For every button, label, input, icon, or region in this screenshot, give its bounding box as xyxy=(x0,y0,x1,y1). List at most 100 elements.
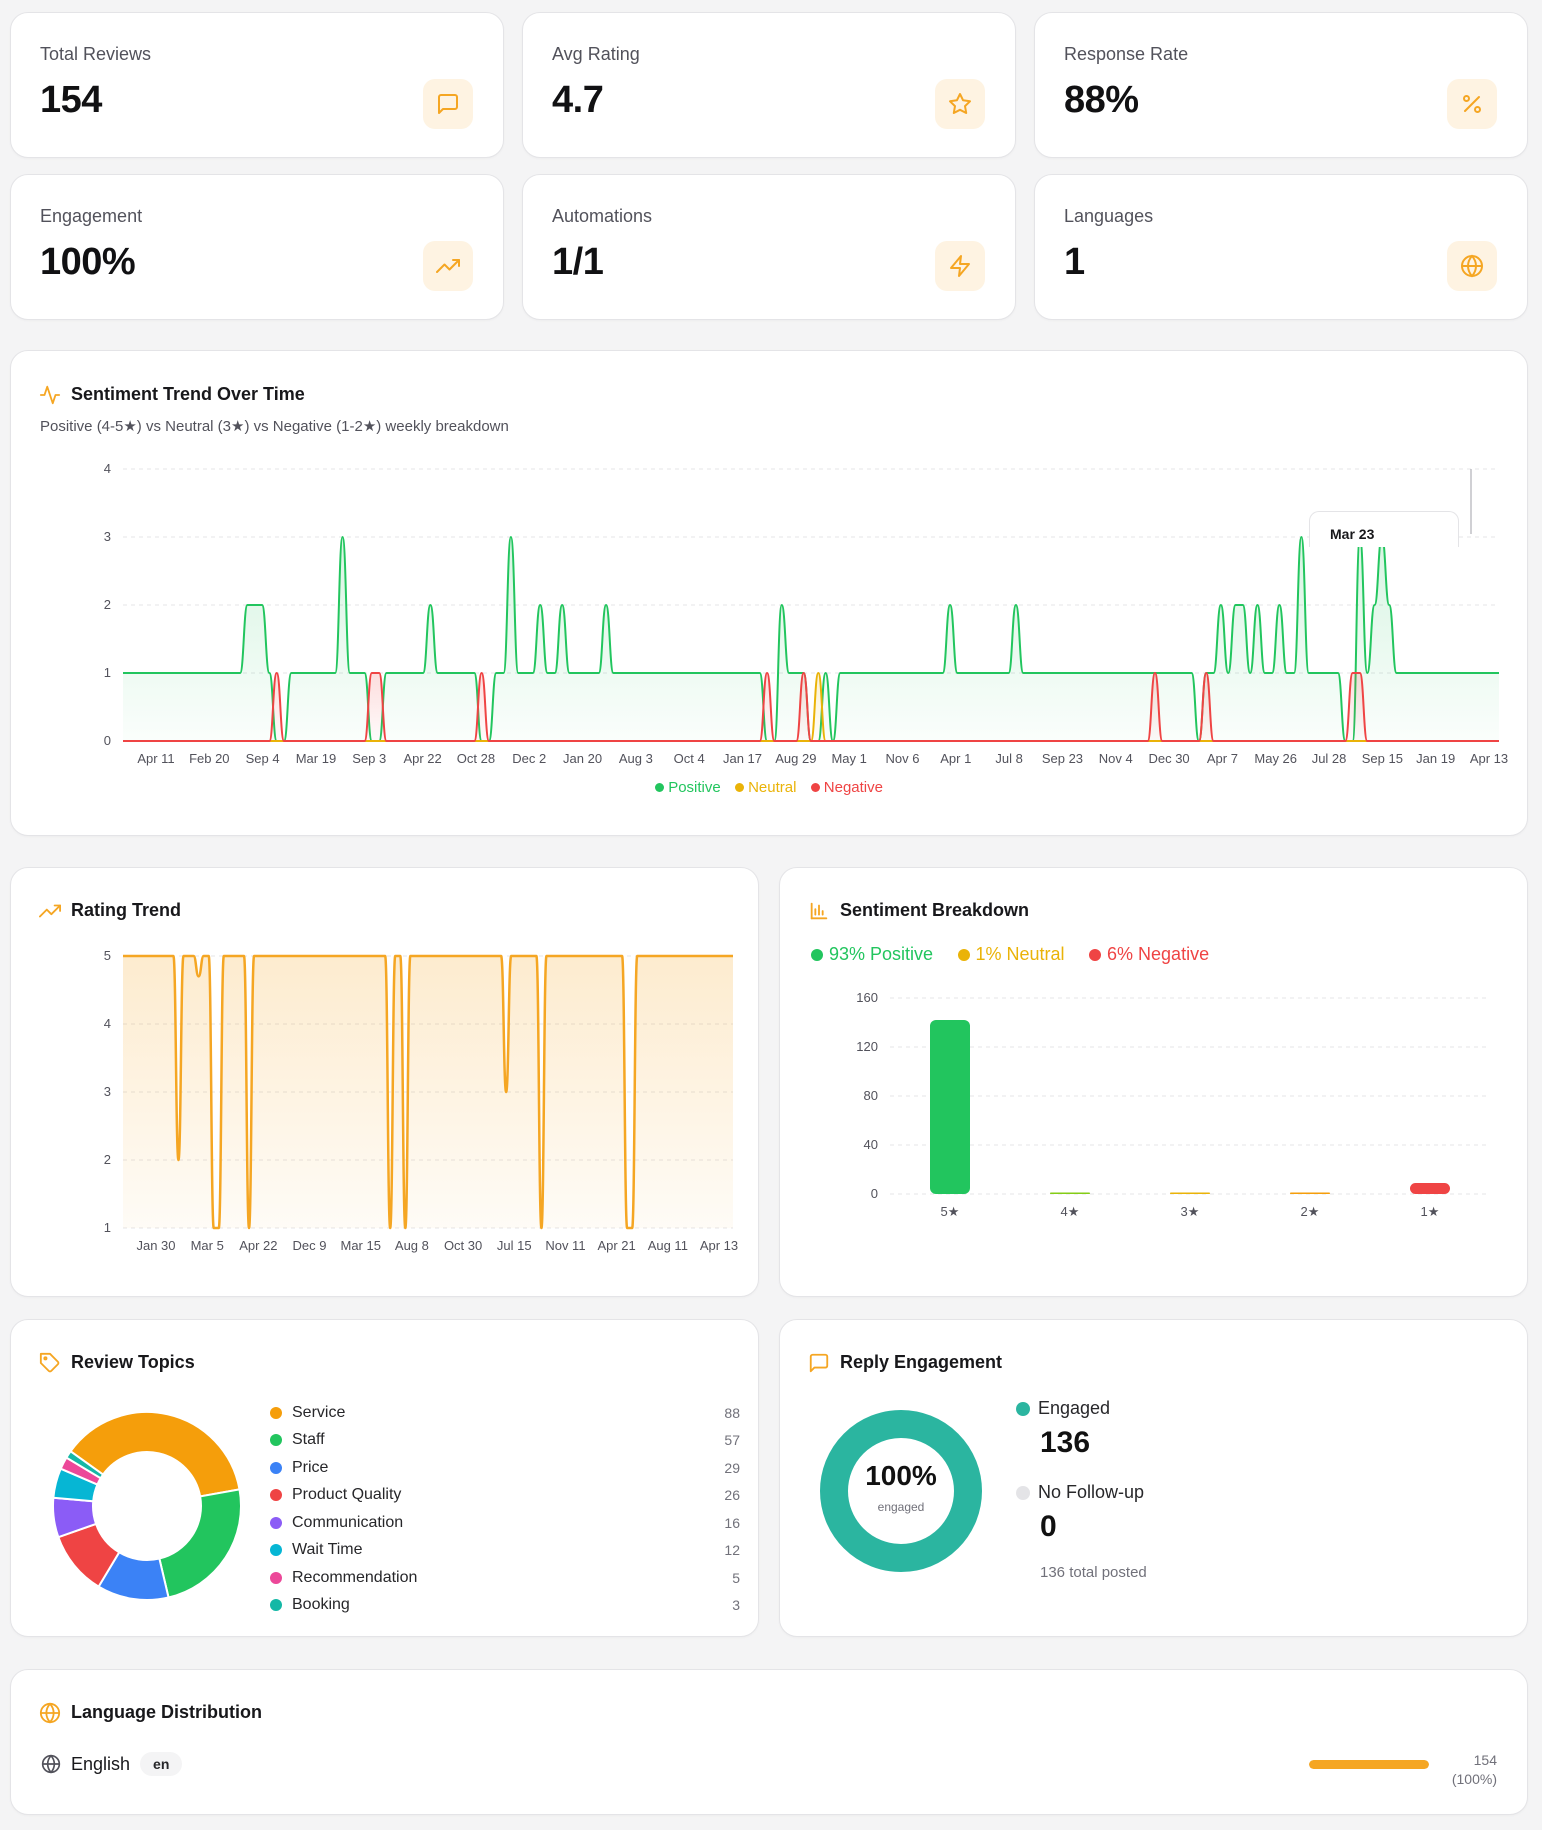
topic-count: 26 xyxy=(724,1487,740,1503)
stat-card-languages: Languages 1 xyxy=(1034,174,1528,320)
y-tick-label: 40 xyxy=(864,1137,878,1152)
x-tick-label: Sep 23 xyxy=(1042,751,1083,766)
rating-trend-chart[interactable]: 1 2 3 4 5 Jan 30 Mar 5 Apr 22 Dec 9 Mar 15 Aug 8 Oc… xyxy=(11,938,760,1278)
series-line-negative xyxy=(123,671,1499,742)
topic-dot xyxy=(270,1571,282,1584)
engagement-percent: 100% xyxy=(865,1460,937,1491)
sentiment-breakdown-chart[interactable]: 0 40 80 120 160 5★ 4★ 3★ 2★ 1★ xyxy=(780,978,1529,1278)
y-tick-label: 3 xyxy=(104,529,111,544)
tag-icon xyxy=(39,1352,60,1373)
trending-up-icon xyxy=(423,241,473,291)
x-tick-label: Mar 15 xyxy=(340,1238,380,1253)
topic-name: Service xyxy=(292,1403,346,1421)
engaged-value: 136 xyxy=(1040,1426,1091,1459)
x-tick-label: Nov 4 xyxy=(1099,751,1133,766)
stat-card-avg-rating: Avg Rating 4.7 xyxy=(522,12,1016,158)
x-tick-label: Aug 11 xyxy=(648,1238,688,1253)
legend-neutral[interactable]: Neutral xyxy=(734,779,796,796)
x-tick-label: 5★ xyxy=(941,1204,960,1219)
stat-label: Languages xyxy=(1064,206,1154,226)
y-tick-label: 160 xyxy=(856,990,878,1005)
topic-name: Staff xyxy=(292,1431,325,1448)
topic-dot xyxy=(270,1434,282,1446)
sentiment-summary: 93% Positive 1% Neutral 6% Negative xyxy=(811,944,1229,966)
donut-slice-booking xyxy=(65,1449,105,1480)
language-bar-fill xyxy=(1309,1760,1429,1769)
topic-count: 88 xyxy=(724,1404,740,1421)
stat-value: 1/1 xyxy=(552,241,604,283)
x-tick-label: Aug 8 xyxy=(395,1238,429,1253)
trending-up-icon xyxy=(39,904,61,918)
topic-count: 12 xyxy=(724,1542,740,1558)
y-tick-label: 4 xyxy=(104,1016,111,1031)
legend-positive[interactable]: Positive xyxy=(655,779,721,796)
x-tick-label: Feb 20 xyxy=(189,751,229,766)
topic-count: 29 xyxy=(724,1459,740,1476)
topic-row: Communication 16 xyxy=(270,1509,740,1536)
topic-name: Booking xyxy=(292,1596,350,1613)
x-tick-label: Sep 3 xyxy=(352,751,386,766)
sentiment-trend-chart[interactable]: 0 1 2 3 4 Apr 11 Feb 20 Sep 4 Mar 19 Sep 3 Apr 22 O… xyxy=(11,451,1529,811)
topic-dot xyxy=(270,1544,282,1556)
message-square-icon xyxy=(423,79,473,129)
y-tick-label: 0 xyxy=(104,733,111,748)
x-tick-label: Oct 28 xyxy=(457,751,495,766)
x-tick-label: May 26 xyxy=(1254,751,1297,766)
series-area-positive xyxy=(123,537,1499,741)
x-tick-label: 2★ xyxy=(1301,1204,1320,1219)
x-tick-label: 1★ xyxy=(1421,1204,1440,1219)
sentiment-trend-subtitle: Positive (4-5★) vs Neutral (3★) vs Negat… xyxy=(40,418,509,435)
review-topics-card: Review Topics Service 88 Staff 57 Price 29 Pro… xyxy=(10,1319,759,1637)
stat-value: 154 xyxy=(40,79,102,121)
engagement-caption: engaged xyxy=(877,1500,925,1514)
zap-icon xyxy=(935,241,985,291)
language-distribution-title: Language Distribution xyxy=(71,1702,262,1722)
topic-row: Product Quality 26 xyxy=(270,1482,740,1509)
bar-chart-icon xyxy=(810,902,828,920)
x-tick-label: Dec 2 xyxy=(512,751,546,766)
topic-row: Wait Time 12 xyxy=(270,1537,740,1564)
x-tick-label: Apr 13 xyxy=(1470,751,1508,766)
globe-icon xyxy=(39,1702,61,1724)
bar-5-star xyxy=(930,1020,970,1194)
engagement-donut xyxy=(820,1410,982,1572)
x-tick-label: Sep 4 xyxy=(246,751,280,766)
x-tick-label: Nov 11 xyxy=(545,1238,585,1253)
summary-neutral: 1% Neutral xyxy=(957,944,1065,965)
y-tick-label: 4 xyxy=(104,461,111,476)
stat-value: 4.7 xyxy=(552,79,604,121)
bar-1-star xyxy=(1410,1182,1450,1194)
x-tick-label: Jan 20 xyxy=(563,751,602,766)
x-tick-label: Dec 9 xyxy=(293,1238,327,1253)
topic-dot xyxy=(270,1599,282,1611)
activity-icon xyxy=(39,385,61,405)
x-tick-label: Jul 8 xyxy=(995,751,1022,766)
nofollow-value: 0 xyxy=(1040,1510,1057,1543)
x-tick-label: Oct 4 xyxy=(674,751,705,766)
language-count: 154 xyxy=(1473,1752,1497,1768)
tooltip-label: Mar 23 xyxy=(1330,526,1375,542)
sentiment-trend-legend: Positive Neutral Negative xyxy=(11,779,1527,796)
y-tick-label: 2 xyxy=(104,597,111,612)
topic-row: Staff 57 xyxy=(270,1427,740,1454)
y-tick-label: 0 xyxy=(871,1186,878,1201)
topic-count: 16 xyxy=(724,1514,740,1531)
topic-dot xyxy=(270,1516,282,1529)
sentiment-breakdown-title: Sentiment Breakdown xyxy=(840,900,1030,920)
sentiment-trend-card: Sentiment Trend Over Time Positive (4-5★… xyxy=(10,350,1528,836)
language-code-badge: en xyxy=(140,1752,183,1776)
x-tick-label: Aug 29 xyxy=(775,751,816,766)
stat-value: 1 xyxy=(1064,241,1085,283)
stat-card-automations: Automations 1/1 xyxy=(522,174,1016,320)
x-tick-label: Apr 22 xyxy=(403,751,441,766)
x-tick-label: Aug 3 xyxy=(619,751,653,766)
legend-negative[interactable]: Negative xyxy=(810,779,883,796)
globe-icon xyxy=(1447,241,1497,291)
stat-label: Avg Rating xyxy=(552,44,640,64)
review-topics-donut[interactable] xyxy=(47,1406,247,1606)
x-tick-label: Mar 5 xyxy=(191,1238,224,1253)
stat-card-total-reviews: Total Reviews 154 xyxy=(10,12,504,158)
engaged-legend: Engaged xyxy=(1016,1398,1110,1419)
topic-name: Recommendation xyxy=(292,1568,418,1586)
sentiment-trend-title: Sentiment Trend Over Time xyxy=(71,384,305,404)
